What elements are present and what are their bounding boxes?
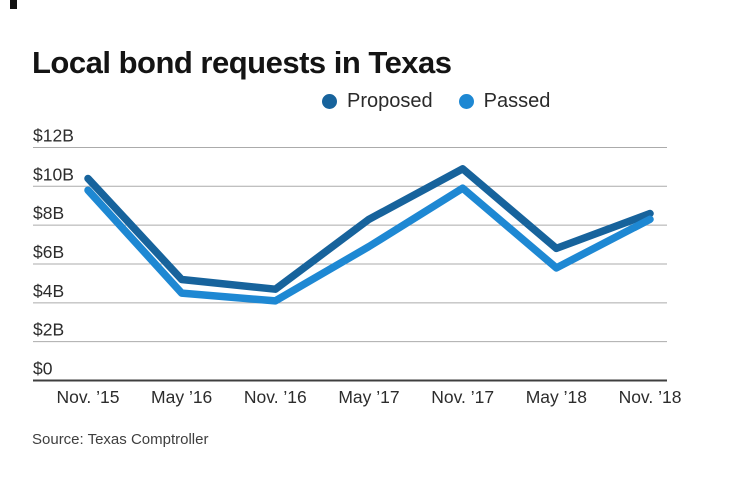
passed-line xyxy=(84,184,654,305)
x-tick-label: May ’17 xyxy=(338,387,399,407)
legend-item-proposed: Proposed xyxy=(322,90,433,113)
source-note: Source: Texas Comptroller xyxy=(32,431,209,448)
y-tick-label: $6B xyxy=(33,242,64,262)
x-tick-label: Nov. ’17 xyxy=(431,387,494,407)
y-tick-label: $12B xyxy=(33,125,74,145)
y-tick-label: $10B xyxy=(33,164,74,184)
proposed-line xyxy=(84,165,654,293)
screen-artifact xyxy=(10,0,17,9)
legend-item-passed: Passed xyxy=(458,90,551,113)
y-tick-label: $4B xyxy=(33,281,64,301)
data-series xyxy=(84,165,654,305)
legend-label-proposed: Proposed xyxy=(347,90,433,112)
y-tick-label: $8B xyxy=(33,203,64,223)
passed-legend-dot-icon xyxy=(458,94,474,109)
x-tick-label: May ’18 xyxy=(526,387,587,407)
x-tick-label: Nov. ’16 xyxy=(244,387,307,407)
x-axis-labels: Nov. ’15 May ’16 Nov. ’16 May ’17 Nov. ’17 Ma… xyxy=(57,387,682,407)
x-tick-label: Nov. ’18 xyxy=(619,387,682,407)
x-tick-label: Nov. ’15 xyxy=(57,387,120,407)
chart-legend: Proposed Passed xyxy=(322,90,550,113)
legend-label-passed: Passed xyxy=(483,90,551,112)
y-tick-label: $2B xyxy=(33,320,64,340)
chart-title: Local bond requests in Texas xyxy=(32,44,452,80)
x-tick-label: May ’16 xyxy=(151,387,212,407)
y-tick-label: $0 xyxy=(33,359,53,379)
proposed-legend-dot-icon xyxy=(322,94,337,109)
y-axis-labels: $0 $2B $4B $6B $8B $10B $12B xyxy=(33,125,74,378)
